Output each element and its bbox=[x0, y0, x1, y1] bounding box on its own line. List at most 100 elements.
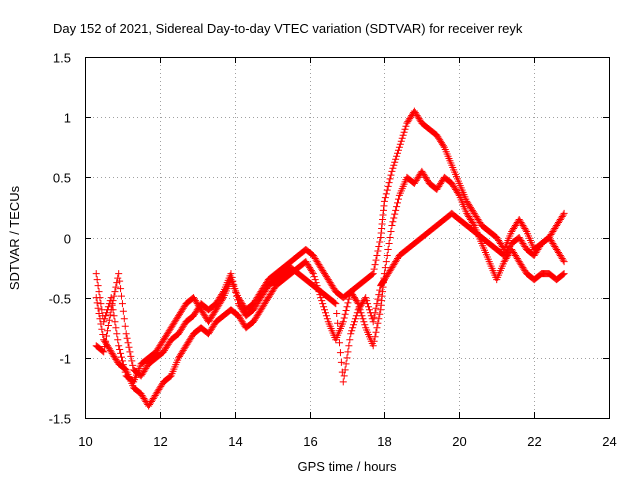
data-point bbox=[369, 318, 377, 326]
data-point bbox=[395, 143, 403, 151]
data-point bbox=[388, 221, 396, 229]
data-point bbox=[399, 131, 407, 139]
data-point bbox=[559, 270, 567, 278]
data-point bbox=[396, 140, 404, 148]
data-point bbox=[560, 270, 568, 278]
data-point bbox=[350, 318, 358, 326]
data-point bbox=[359, 315, 367, 323]
data-point bbox=[123, 334, 131, 342]
data-point bbox=[402, 122, 410, 130]
data-point bbox=[370, 313, 378, 321]
data-point bbox=[384, 182, 392, 190]
data-point bbox=[387, 227, 395, 235]
data-point bbox=[353, 309, 361, 317]
data-point bbox=[387, 171, 395, 179]
data-point bbox=[232, 288, 240, 296]
data-point bbox=[384, 246, 392, 254]
x-tick-label: 24 bbox=[602, 434, 616, 449]
data-point bbox=[318, 297, 326, 305]
data-point bbox=[112, 324, 120, 332]
axis-ticks: 10 12 14 16 18 20 22 24 -1.5 -1 -0.5 0 0.5 1 1.5 bbox=[49, 51, 617, 450]
data-point bbox=[333, 309, 341, 317]
data-point bbox=[311, 276, 319, 284]
data-point bbox=[371, 333, 379, 341]
data-point bbox=[109, 297, 117, 305]
data-point bbox=[394, 199, 402, 207]
data-point bbox=[345, 295, 353, 303]
data-point bbox=[103, 309, 111, 317]
data-point bbox=[310, 273, 318, 281]
data-points bbox=[92, 107, 568, 410]
data-point bbox=[114, 336, 122, 344]
data-point bbox=[102, 337, 110, 345]
data-point bbox=[360, 318, 368, 326]
data-point bbox=[369, 342, 377, 350]
data-point bbox=[469, 220, 477, 228]
data-point bbox=[339, 378, 347, 386]
data-point bbox=[102, 312, 110, 320]
data-point bbox=[383, 252, 391, 260]
data-point bbox=[381, 264, 389, 272]
data-point bbox=[382, 258, 390, 266]
data-point bbox=[116, 277, 124, 285]
data-point bbox=[352, 312, 360, 320]
x-tick-label: 12 bbox=[153, 434, 167, 449]
data-point bbox=[342, 360, 350, 368]
data-point bbox=[400, 128, 408, 136]
data-point bbox=[341, 310, 349, 318]
data-point bbox=[391, 210, 399, 218]
data-point bbox=[370, 265, 378, 273]
data-point bbox=[350, 321, 358, 329]
data-point bbox=[92, 270, 100, 278]
data-point bbox=[371, 261, 379, 269]
data-point bbox=[390, 161, 398, 169]
series-track-3 bbox=[92, 209, 568, 386]
data-point bbox=[342, 306, 350, 314]
data-point bbox=[93, 299, 101, 307]
data-point bbox=[101, 343, 109, 351]
data-point bbox=[373, 300, 381, 308]
data-point bbox=[115, 342, 123, 350]
data-point bbox=[114, 274, 122, 282]
data-point bbox=[331, 299, 339, 307]
data-point bbox=[233, 292, 241, 300]
data-point bbox=[97, 320, 105, 328]
data-point bbox=[349, 324, 357, 332]
data-point bbox=[104, 321, 112, 329]
data-point bbox=[98, 325, 106, 333]
data-point bbox=[118, 300, 126, 308]
data-point bbox=[389, 218, 397, 226]
data-point bbox=[391, 158, 399, 166]
data-point bbox=[372, 256, 380, 264]
data-point bbox=[392, 206, 400, 214]
data-point bbox=[368, 315, 376, 323]
data-point bbox=[374, 295, 382, 303]
data-point bbox=[365, 306, 373, 314]
data-point bbox=[364, 300, 372, 308]
data-point bbox=[95, 288, 103, 296]
data-point bbox=[230, 281, 238, 289]
data-point bbox=[392, 155, 400, 163]
data-point bbox=[339, 318, 347, 326]
data-point bbox=[340, 314, 348, 322]
data-point bbox=[116, 346, 124, 354]
data-point bbox=[351, 315, 359, 323]
data-point bbox=[92, 294, 100, 302]
data-point bbox=[397, 137, 405, 145]
data-point bbox=[332, 300, 340, 308]
data-point bbox=[362, 294, 370, 302]
data-point bbox=[117, 292, 125, 300]
series-track-2 bbox=[92, 167, 568, 410]
data-point bbox=[120, 315, 128, 323]
data-point bbox=[119, 307, 127, 315]
chart-title: Day 152 of 2021, Sidereal Day-to-day VTE… bbox=[53, 21, 523, 36]
data-point bbox=[560, 258, 568, 266]
data-point bbox=[385, 240, 393, 248]
data-point bbox=[115, 270, 123, 278]
data-point bbox=[112, 283, 120, 291]
data-point bbox=[234, 296, 242, 304]
data-point bbox=[376, 286, 384, 294]
data-point bbox=[393, 152, 401, 160]
data-point bbox=[344, 299, 352, 307]
